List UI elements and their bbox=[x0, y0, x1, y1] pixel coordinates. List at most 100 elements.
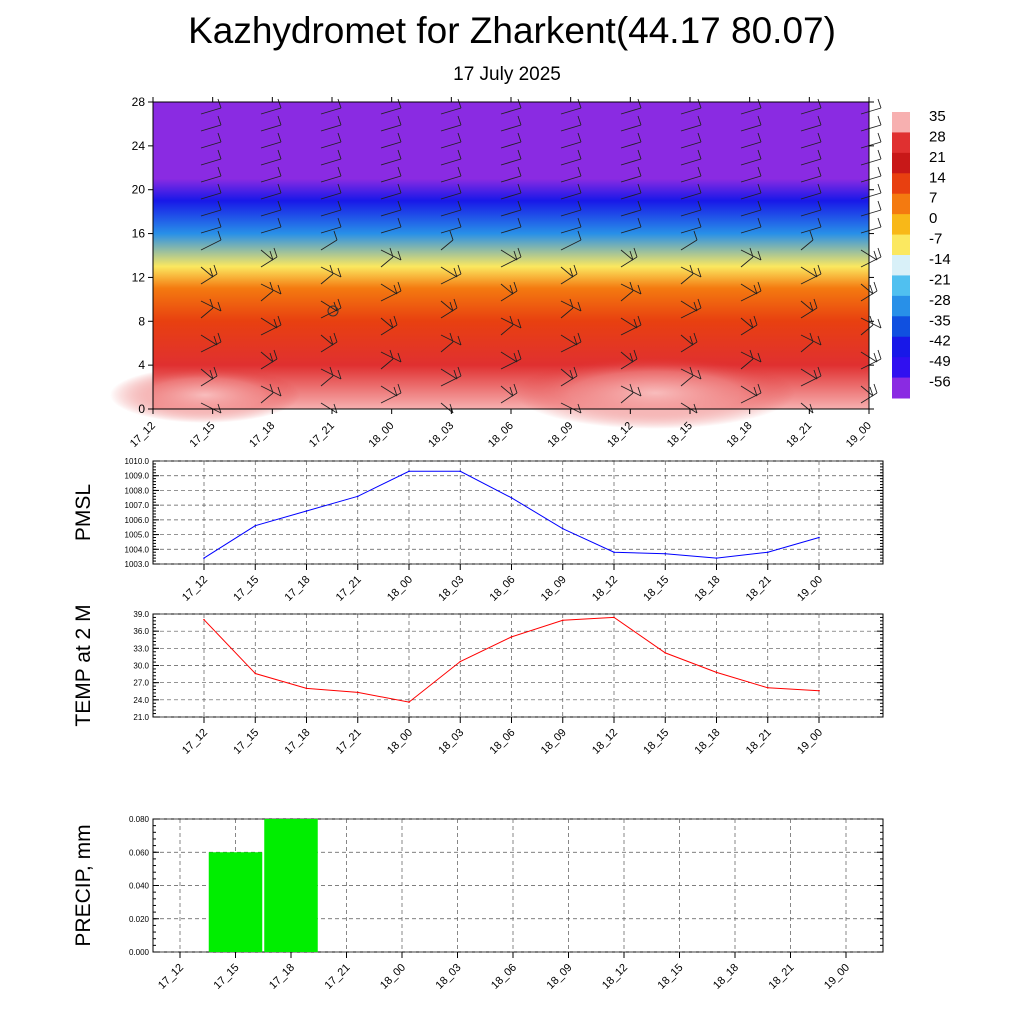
wind-barb-flag bbox=[569, 267, 574, 278]
wind-barb-flag bbox=[813, 267, 818, 278]
wind-barb-flag bbox=[517, 183, 522, 194]
data-point bbox=[766, 551, 769, 554]
wind-barb-flag bbox=[697, 298, 702, 309]
wind-barb bbox=[440, 368, 458, 380]
y-tick-label: 4 bbox=[138, 358, 145, 372]
panel-temp-2m: 21.0 24.0 27.0 30.0 33.0 36.0 39.0 17_12 17_15 17… bbox=[72, 604, 884, 757]
wind-barb-flag bbox=[697, 98, 702, 109]
wind-barb bbox=[680, 375, 694, 387]
wind-barb bbox=[260, 283, 282, 295]
wind-barb bbox=[860, 226, 882, 234]
wind-barb bbox=[500, 392, 518, 404]
wind-barb bbox=[860, 317, 882, 329]
wind-barb-flag bbox=[577, 132, 582, 143]
wind-barb-flag bbox=[457, 115, 462, 126]
y-tick-label: 0.040 bbox=[129, 882, 150, 891]
wind-barb bbox=[740, 175, 762, 183]
wind-barb-flag bbox=[397, 98, 402, 109]
wind-barb bbox=[500, 158, 522, 166]
colorbar-swatch bbox=[892, 234, 910, 256]
wind-barb-flag bbox=[629, 281, 634, 292]
wind-barbs bbox=[200, 98, 882, 414]
wind-barb-flag bbox=[273, 318, 278, 329]
wind-barb bbox=[620, 226, 642, 234]
wind-barb-flag bbox=[697, 369, 702, 380]
wind-barb-flag bbox=[509, 315, 514, 326]
colorbar-label: -14 bbox=[929, 251, 951, 268]
wind-barb bbox=[200, 192, 222, 200]
wind-barb bbox=[500, 317, 522, 329]
wind-barb-flag bbox=[697, 200, 702, 211]
wind-barb-flag bbox=[817, 183, 822, 194]
wind-barb bbox=[680, 307, 702, 319]
wind-barb-flag bbox=[637, 115, 642, 126]
wind-barb-flag bbox=[877, 98, 882, 109]
wind-barb bbox=[680, 239, 698, 251]
colorbar-label: 35 bbox=[929, 108, 946, 125]
wind-barb bbox=[380, 192, 402, 200]
wind-barb-flag bbox=[513, 383, 518, 394]
x-tick-label: 19_00 bbox=[795, 574, 825, 604]
wind-barb bbox=[380, 358, 394, 370]
wind-barb bbox=[260, 290, 274, 302]
wind-barb-flag bbox=[877, 149, 882, 160]
colorbar-swatch bbox=[892, 275, 910, 297]
wind-barb-flag bbox=[577, 217, 582, 228]
colorbar-label: -42 bbox=[929, 333, 951, 350]
data-point bbox=[356, 691, 359, 694]
wind-barb bbox=[380, 141, 402, 149]
wind-barb bbox=[500, 283, 514, 295]
wind-barb bbox=[380, 175, 402, 183]
wind-barb-flag bbox=[577, 149, 582, 160]
wind-barb bbox=[440, 141, 462, 149]
wind-barb-flag bbox=[337, 369, 342, 380]
wind-barb-flag bbox=[517, 115, 522, 126]
y-tick-label: 0.080 bbox=[129, 815, 150, 824]
wind-barb bbox=[440, 192, 462, 200]
wind-barb bbox=[800, 107, 822, 115]
wind-barb bbox=[440, 107, 462, 115]
wind-barb-flag bbox=[517, 217, 522, 228]
calm-wind-marker bbox=[327, 305, 339, 317]
y-tick-label: 36.0 bbox=[133, 627, 149, 636]
wind-barb bbox=[260, 175, 282, 183]
wind-barb-flag bbox=[333, 230, 338, 241]
wind-barb-flag bbox=[697, 183, 702, 194]
wind-barb-flag bbox=[817, 217, 822, 228]
wind-barb-flag bbox=[337, 132, 342, 143]
panel-pmsl: 1003.0 1004.0 1005.0 1006.0 1007.0 1008.0 1009… bbox=[72, 457, 884, 604]
x-tick-label: 18_09 bbox=[545, 420, 575, 450]
data-point bbox=[561, 527, 564, 530]
wind-barb bbox=[560, 192, 582, 200]
wind-barb-flag bbox=[277, 166, 282, 177]
wind-barb-flag bbox=[513, 352, 518, 363]
x-tick-label: 18_06 bbox=[488, 727, 518, 757]
y-axis-label: PRECIP, mm bbox=[72, 824, 95, 946]
wind-barb-flag bbox=[633, 318, 638, 329]
wind-barb bbox=[440, 307, 458, 319]
wind-barb bbox=[620, 141, 642, 149]
wind-barb-flag bbox=[457, 200, 462, 211]
wind-barb bbox=[200, 124, 222, 132]
y-tick-label: 0.060 bbox=[129, 848, 150, 857]
wind-barb bbox=[200, 266, 214, 278]
wind-barb-flag bbox=[397, 166, 402, 177]
x-tick-label: 17_18 bbox=[283, 727, 313, 757]
bar bbox=[264, 819, 318, 952]
wind-barb-flag bbox=[217, 301, 222, 312]
data-point bbox=[356, 495, 359, 498]
colorbar-swatch bbox=[892, 357, 910, 379]
y-tick-label: 1004.0 bbox=[125, 545, 150, 554]
wind-barb bbox=[500, 290, 518, 302]
wind-barb bbox=[620, 256, 638, 268]
colorbar-label: 0 bbox=[929, 210, 937, 227]
wind-barb bbox=[380, 351, 402, 363]
wind-barb-flag bbox=[337, 200, 342, 211]
wind-barb-flag bbox=[389, 318, 394, 329]
heatmap-y-axis: 0 4 8 12 16 20 24 28 bbox=[132, 95, 874, 416]
wind-barb bbox=[320, 226, 342, 234]
wind-barb-flag bbox=[517, 318, 522, 329]
wind-barb-flag bbox=[209, 369, 214, 380]
wind-barb-flag bbox=[757, 217, 762, 228]
wind-barb-flag bbox=[337, 98, 342, 109]
